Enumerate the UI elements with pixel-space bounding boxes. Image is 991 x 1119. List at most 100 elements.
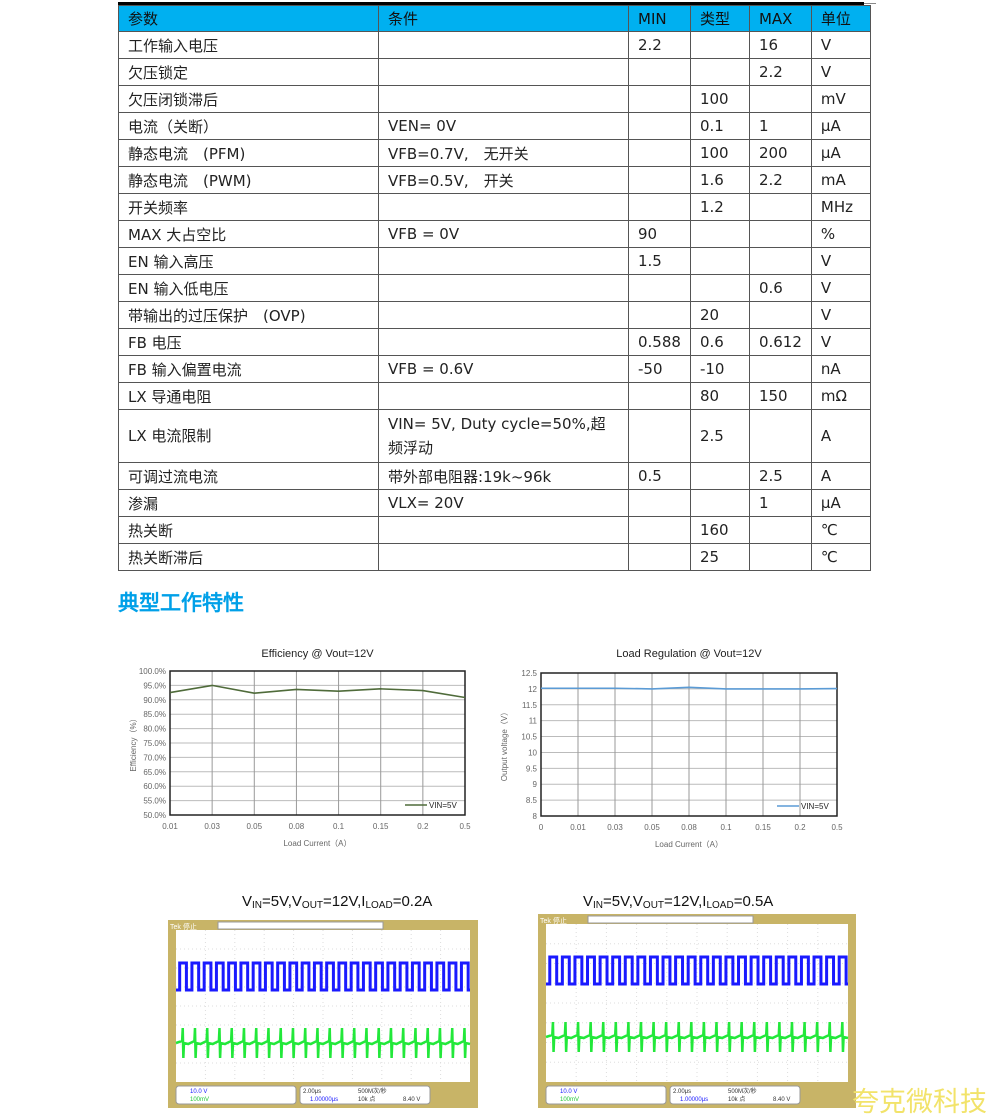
table-cell xyxy=(748,220,812,248)
table-cell: VFB = 0.6V xyxy=(378,355,629,383)
table-row: MAX 大占空比 VFB = 0V 90% xyxy=(118,220,871,248)
table-cell: 欠压锁定 xyxy=(118,58,379,86)
table-cell: 2.5 xyxy=(689,409,750,463)
table-cell xyxy=(689,274,750,302)
x-tick-label: 0.15 xyxy=(373,822,389,831)
table-cell: 静态电流 (PFM) xyxy=(118,139,379,167)
table-cell: 0.6 xyxy=(689,328,750,356)
rule xyxy=(864,3,876,4)
trigger-level: 8.40 V xyxy=(773,1097,790,1103)
table-cell xyxy=(689,31,750,59)
table-cell: 200 xyxy=(748,139,812,167)
table-cell: 90 xyxy=(628,220,691,248)
table-cell: 工作输入电压 xyxy=(118,31,379,59)
scope-title-part: LOAD xyxy=(365,900,393,911)
load-regulation-chart: Load Regulation @ Vout=12V 8 8.5 9 9.5 10 10.5… xyxy=(500,648,843,849)
table-cell xyxy=(748,409,812,463)
table-cell xyxy=(378,31,629,59)
column-header: MIN xyxy=(628,5,691,32)
column-header: 参数 xyxy=(118,5,379,32)
table-cell: 150 xyxy=(748,382,812,410)
efficiency-chart: Efficiency @ Vout=12V 50.0% 55.0% 60.0% 65.0… xyxy=(129,648,471,848)
scope-title-part: OUT xyxy=(642,900,665,911)
legend-label: VIN=5V xyxy=(429,801,457,810)
y-tick-label: 50.0% xyxy=(143,811,166,820)
table-cell: LX 导通电阻 xyxy=(118,382,379,410)
table-row: 开关频率 1.2 MHz xyxy=(118,193,871,221)
table-cell xyxy=(628,489,691,517)
y-tick-label: 70.0% xyxy=(143,753,166,762)
table-cell: 可调过流电流 xyxy=(118,462,379,490)
table-cell xyxy=(628,112,691,140)
table-row: 工作输入电压 2.2 16 V xyxy=(118,31,871,59)
table-cell xyxy=(689,489,750,517)
table-cell: VFB = 0V xyxy=(378,220,629,248)
table-cell xyxy=(689,58,750,86)
x-tick-label: 0.03 xyxy=(607,823,623,832)
y-tick-label: 65.0% xyxy=(143,768,166,777)
table-row: 欠压锁定 2.2 V xyxy=(118,58,871,86)
table-cell: 1.2 xyxy=(689,193,750,221)
table-cell xyxy=(628,166,691,194)
table-cell xyxy=(628,274,691,302)
table-cell: V xyxy=(810,328,871,356)
y-tick-label: 12 xyxy=(528,685,537,694)
electrical-characteristics-table: 参数 条件 MIN 类型 MAX 单位 工作输入电压 2.2 16 V 欠压锁定 2.2 V 欠压闭锁滞后… xyxy=(118,5,871,571)
column-header: 类型 xyxy=(689,5,750,32)
table-cell xyxy=(378,301,629,329)
table-row: EN 输入低电压 0.6 V xyxy=(118,274,871,302)
x-tick-label: 0.08 xyxy=(681,823,697,832)
y-axis-label: Output voltage（V） xyxy=(500,708,509,781)
scope-timebase-panel xyxy=(299,1085,431,1105)
chart-title: Efficiency @ Vout=12V xyxy=(261,648,374,660)
y-tick-label: 90.0% xyxy=(143,696,166,705)
scope-title-part: =0.5A xyxy=(733,893,774,910)
table-row: LX 导通电阻 80 150 mΩ xyxy=(118,382,871,410)
table-cell: 带输出的过压保护 (OVP) xyxy=(118,301,379,329)
table-cell: 热关断 xyxy=(118,516,379,544)
y-tick-label: 80.0% xyxy=(143,725,166,734)
table-cell: LX 电流限制 xyxy=(118,409,379,463)
table-cell: 80 xyxy=(689,382,750,410)
y-tick-label: 55.0% xyxy=(143,797,166,806)
table-cell xyxy=(628,543,691,571)
x-tick-label: 0.5 xyxy=(459,822,471,831)
table-row: 渗漏 VLX= 20V 1 μA xyxy=(118,489,871,517)
x-tick-label: 0.08 xyxy=(289,822,305,831)
scope-title-part: =0.2A xyxy=(392,893,433,910)
y-tick-label: 12.5 xyxy=(521,669,537,678)
scope-record-bar xyxy=(217,921,384,930)
sample-rate: 500M次/秒 xyxy=(358,1087,387,1095)
table-cell: V xyxy=(810,58,871,86)
table-row: LX 电流限制 VIN= 5V, Duty cycle=50%,超频浮动 2.5 A xyxy=(118,409,871,463)
x-tick-label: 0.15 xyxy=(755,823,771,832)
table-cell xyxy=(689,220,750,248)
table-cell xyxy=(628,58,691,86)
table-cell: VEN= 0V xyxy=(378,112,629,140)
table-cell: μA xyxy=(810,112,871,140)
table-cell: A xyxy=(810,462,871,490)
x-tick-label: 0.03 xyxy=(204,822,220,831)
ch3-scale: 100mV xyxy=(560,1097,579,1103)
y-tick-label: 9.5 xyxy=(526,764,538,773)
y-tick-label: 95.0% xyxy=(143,681,166,690)
table-cell: 0.588 xyxy=(628,328,691,356)
scope-title: VIN=5V,VOUT=12V,ILOAD=0.2A xyxy=(242,893,432,911)
table-cell: MAX 大占空比 xyxy=(118,220,379,248)
table-cell: 1 xyxy=(748,489,812,517)
table-cell: V xyxy=(810,274,871,302)
scope-title-part: =5V,V xyxy=(603,893,643,910)
ch1-waveform xyxy=(176,961,470,992)
table-cell: MHz xyxy=(810,193,871,221)
table-cell: 160 xyxy=(689,516,750,544)
x-tick-label: 0.1 xyxy=(333,822,345,831)
y-tick-label: 100.0% xyxy=(139,667,166,676)
table-cell: 渗漏 xyxy=(118,489,379,517)
section-title: 典型工作特性 xyxy=(118,591,244,615)
table-row: EN 输入高压 1.5 V xyxy=(118,247,871,275)
scope-title-part: V xyxy=(242,893,253,910)
table-cell: ℃ xyxy=(810,543,871,571)
table-cell: 2.5 xyxy=(748,462,812,490)
table-cell: 100 xyxy=(689,139,750,167)
table-cell: μA xyxy=(810,139,871,167)
